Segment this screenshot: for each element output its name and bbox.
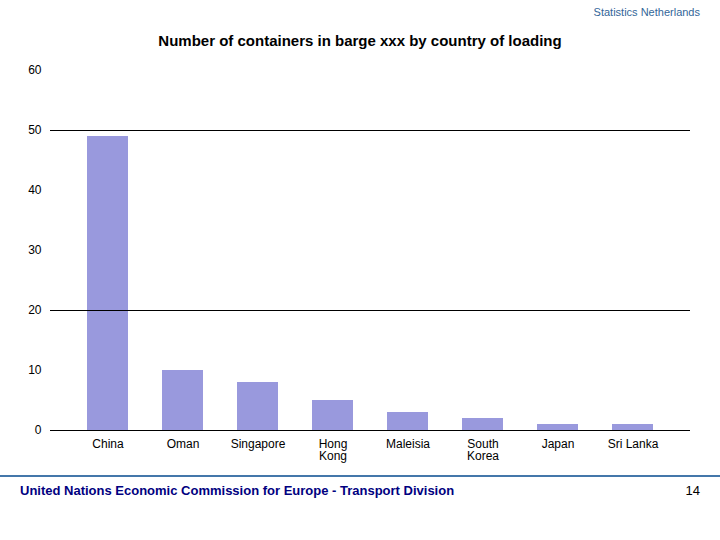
svg-text:Singapore: Singapore [231,437,286,451]
html-text:Statistics Netherlands: Statistics Netherlands [593,6,700,18]
svg-text:60: 60 [28,63,42,77]
svg-text:10: 10 [28,363,42,377]
html-text:Number of containers in barge: Number of containers in barge xxx by cou… [158,32,562,49]
svg-text:Maleisia: Maleisia [386,437,430,451]
svg-text:SouthKorea: SouthKorea [467,437,499,463]
svg-text:HongKong: HongKong [319,437,348,463]
html-text:United Nations Economic Commis: United Nations Economic Commission for E… [20,483,455,498]
svg-text:0: 0 [35,423,42,437]
svg-text:Sri Lanka: Sri Lanka [608,437,659,451]
svg-text:20: 20 [28,303,42,317]
svg-text:China: China [92,437,124,451]
html-text:14: 14 [685,483,700,498]
svg-text:Oman: Oman [167,437,200,451]
svg-text:Japan: Japan [542,437,575,451]
svg-text:30: 30 [28,243,42,257]
svg-text:40: 40 [28,183,42,197]
svg-text:50: 50 [28,123,42,137]
